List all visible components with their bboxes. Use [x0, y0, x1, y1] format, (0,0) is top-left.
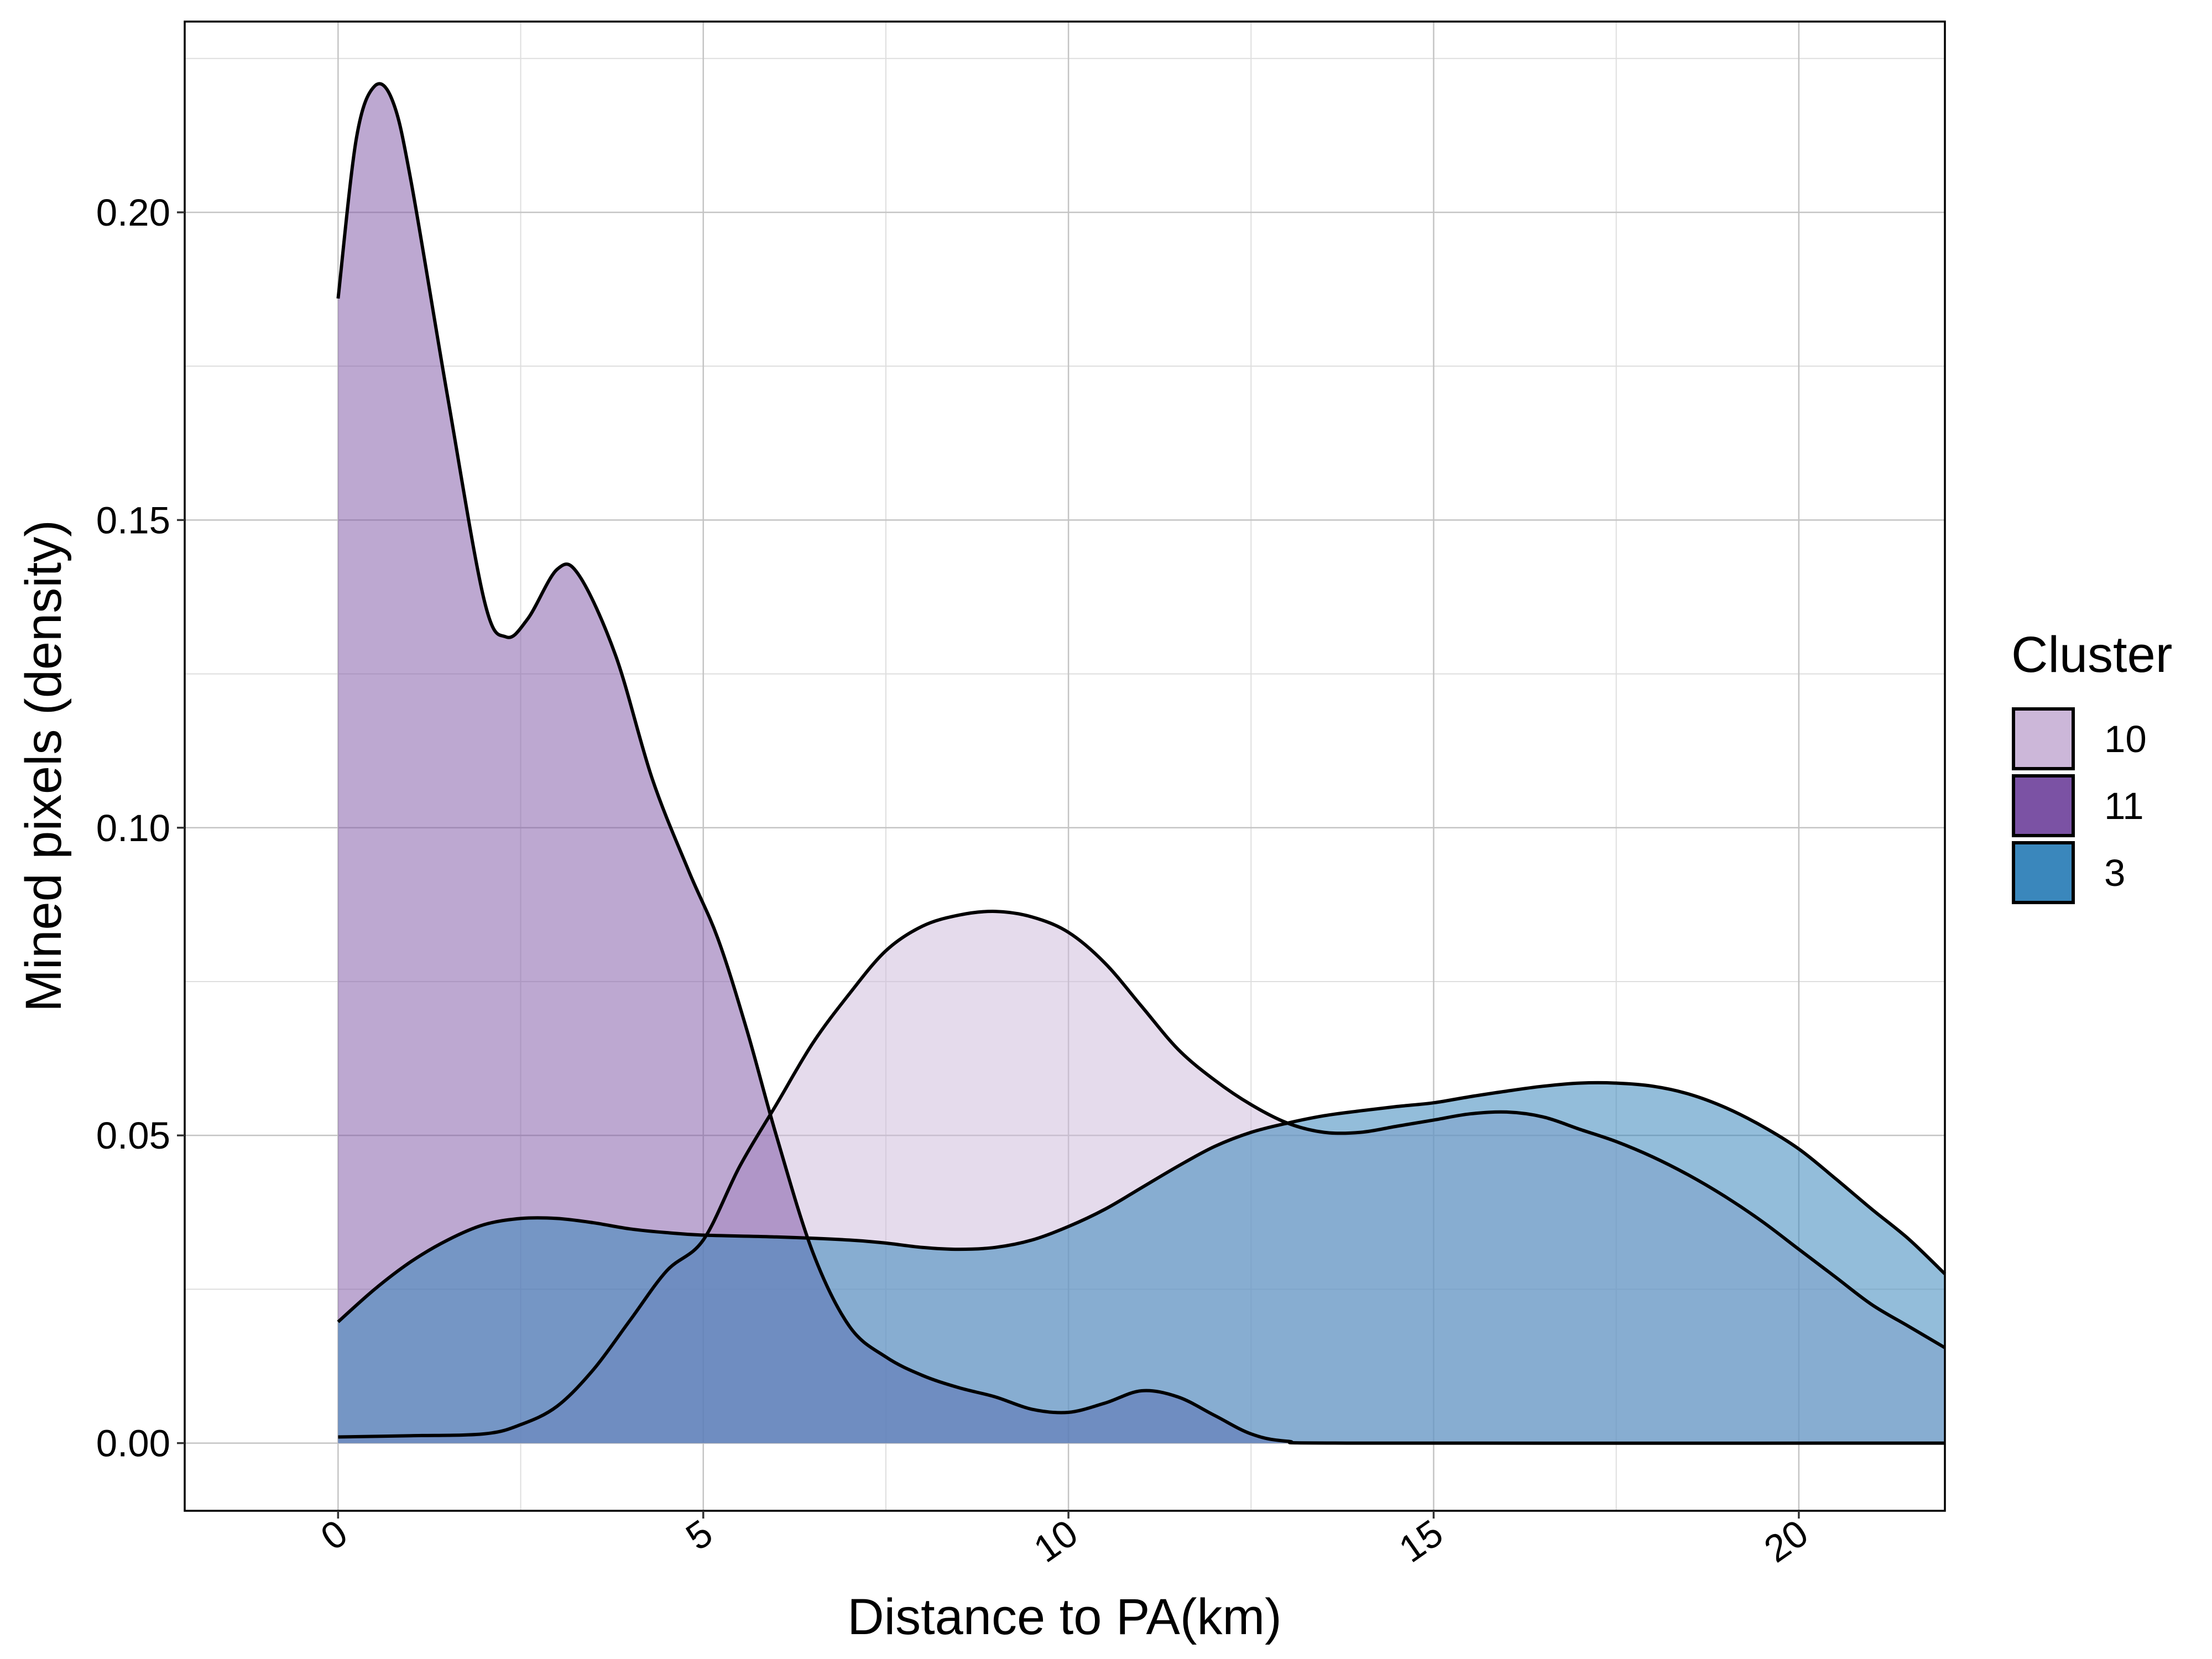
density-lines [336, 82, 1947, 1445]
legend-label-cluster-11: 11 [2104, 785, 2144, 827]
density-areas [338, 84, 1945, 1443]
density-area-cluster-11 [338, 84, 1945, 1443]
y-tick-label: 0.15 [96, 499, 170, 541]
y-axis-title: Mined pixels (density) [15, 520, 72, 1012]
density-line-cluster-10 [338, 910, 1946, 1439]
y-tick-label: 0.05 [96, 1114, 170, 1157]
y-tick-label: 0.10 [96, 807, 170, 849]
density-line-cluster-11 [336, 82, 1945, 1445]
y-tick-label: 0.20 [96, 191, 170, 234]
legend-swatch-cluster-3 [2012, 841, 2075, 904]
density-area-cluster-3 [338, 1082, 1945, 1443]
plot-panel-border [184, 20, 1946, 1512]
legend-swatch-cluster-11 [2012, 774, 2075, 837]
legend-swatch-cluster-10 [2012, 707, 2075, 770]
x-axis-title: Distance to PA(km) [847, 1589, 1282, 1645]
density-line-cluster-3 [337, 1081, 1947, 1323]
legend-entries: 10 11 3 [2012, 707, 2147, 904]
y-tick-label: 0.00 [96, 1422, 170, 1465]
y-axis-ticks: 0.00 0.05 0.10 0.15 0.20 [96, 191, 185, 1465]
legend-label-cluster-10: 10 [2104, 718, 2147, 760]
legend-title: Cluster [2011, 627, 2172, 683]
legend-label-cluster-3: 3 [2104, 852, 2125, 894]
legend: Cluster 10 11 3 [2011, 627, 2172, 904]
